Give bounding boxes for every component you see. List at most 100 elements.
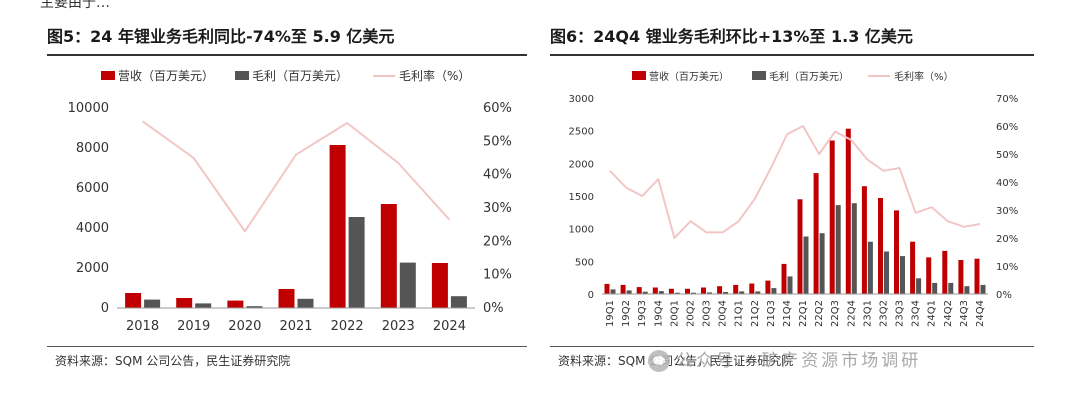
x-tick-label: 24Q2	[943, 300, 954, 327]
gross-margin-line	[142, 120, 451, 233]
revenue-bar	[974, 258, 980, 294]
gross-profit-bar	[851, 203, 857, 294]
chart-panel-right: 图6：24Q4 锂业务毛利环比+13%至 1.3 亿美元 营收（百万美元） 毛利（…	[550, 24, 1034, 380]
revenue-bar	[942, 250, 948, 294]
gross-profit-bar	[195, 303, 212, 308]
top-text-fragment: 主要由于…	[40, 0, 110, 11]
x-tick-label: 24Q1	[927, 300, 938, 327]
y-tick-label: 0	[588, 290, 594, 301]
x-tick-label: 2020	[228, 319, 261, 334]
gross-profit-bar	[610, 289, 616, 294]
y-tick-label: 500	[575, 257, 594, 268]
x-tick-label: 22Q4	[846, 300, 857, 327]
x-tick-label: 20Q4	[718, 300, 729, 327]
y2-tick-label: 60%	[483, 101, 512, 116]
revenue-bar	[227, 300, 244, 308]
y2-tick-label: 20%	[483, 234, 512, 249]
x-tick-label: 22Q3	[830, 300, 841, 327]
revenue-bar	[278, 289, 295, 308]
source-divider	[550, 346, 1034, 347]
revenue-bar	[636, 287, 642, 294]
revenue-bar	[958, 260, 964, 294]
x-tick-label: 22Q2	[814, 300, 825, 327]
y2-tick-label: 0%	[483, 301, 504, 316]
y-tick-label: 0	[101, 301, 109, 316]
revenue-bar	[878, 198, 883, 294]
x-tick-label: 21Q3	[766, 300, 777, 327]
legend-swatch	[235, 71, 249, 80]
gross-profit-bar	[739, 291, 745, 294]
y-tick-label: 2000	[76, 261, 109, 276]
wechat-icon	[648, 350, 670, 372]
source-divider	[47, 346, 527, 347]
gross-profit-bar	[399, 262, 416, 308]
gross-profit-bar	[884, 251, 889, 294]
y-tick-label: 3000	[569, 94, 594, 105]
gross-profit-bar	[450, 296, 467, 308]
x-tick-label: 20Q3	[702, 300, 713, 327]
chart-title: 图5：24 年锂业务毛利同比-74%至 5.9 亿美元	[47, 27, 395, 46]
legend-swatch	[101, 71, 115, 80]
revenue-bar	[701, 287, 706, 294]
y2-tick-label: 50%	[996, 150, 1018, 161]
gross-profit-bar	[723, 292, 729, 294]
x-tick-label: 24Q3	[959, 300, 970, 327]
gross-profit-bar	[803, 236, 809, 294]
y-tick-label: 1000	[569, 225, 594, 236]
gross-profit-bar	[771, 288, 777, 294]
x-tick-label: 19Q2	[621, 300, 632, 327]
legend-label: 毛利（百万美元）	[769, 70, 849, 83]
x-tick-label: 20Q2	[685, 300, 696, 327]
y-tick-label: 8000	[76, 141, 109, 156]
x-tick-label: 23Q2	[878, 300, 889, 327]
gross-profit-bar	[964, 286, 970, 294]
x-tick-label: 19Q4	[653, 300, 664, 327]
gross-profit-bar	[819, 233, 825, 294]
revenue-bar	[926, 257, 932, 294]
legend-label: 营收（百万美元）	[118, 69, 214, 83]
revenue-bar	[845, 128, 851, 294]
revenue-bar	[797, 199, 803, 294]
bar-line-chart: 营收（百万美元） 毛利（百万美元） 毛利率（%） 0 2000 4000 6000 8000 1…	[68, 68, 512, 334]
title-divider	[550, 54, 1034, 56]
bar-line-chart: 营收（百万美元） 毛利（百万美元） 毛利率（%） 0 500 1000 1500 2000 25…	[569, 70, 1019, 327]
revenue-bar	[380, 204, 397, 308]
y2-tick-label: 0%	[996, 290, 1012, 301]
legend-swatch	[752, 71, 766, 80]
revenue-bar	[604, 283, 610, 294]
y-tick-label: 2500	[569, 127, 594, 138]
revenue-bar	[813, 173, 819, 294]
y-tick-label: 10000	[68, 101, 109, 116]
x-tick-label: 2021	[279, 319, 312, 334]
x-tick-label: 20Q1	[669, 300, 680, 327]
revenue-bar	[717, 286, 723, 294]
revenue-bar	[861, 186, 867, 294]
gross-profit-bar	[348, 217, 365, 308]
revenue-bar	[668, 288, 674, 294]
y2-tick-label: 40%	[996, 178, 1018, 189]
chart-panel-left: 图5：24 年锂业务毛利同比-74%至 5.9 亿美元 营收（百万美元） 毛利（百…	[47, 24, 527, 380]
revenue-bar	[685, 288, 690, 294]
y2-tick-label: 70%	[996, 94, 1018, 105]
x-tick-label: 2024	[433, 319, 466, 334]
revenue-bar	[749, 283, 755, 294]
revenue-bar	[733, 284, 739, 294]
source-note: 资料来源：SQM 公司公告，民生证券研究院	[558, 354, 794, 368]
watermark: 公众号 · 矿产资源市场调研	[648, 346, 921, 372]
gross-profit-bar	[932, 282, 938, 294]
x-tick-label: 22Q1	[798, 300, 809, 327]
revenue-bar	[431, 263, 448, 308]
gross-profit-bar	[144, 299, 161, 308]
y2-tick-label: 30%	[483, 201, 512, 216]
y2-tick-label: 30%	[996, 206, 1018, 217]
x-tick-label: 19Q1	[605, 300, 616, 327]
legend-label: 营收（百万美元）	[649, 70, 729, 83]
legend-label: 毛利（百万美元）	[252, 69, 348, 83]
revenue-bar	[781, 263, 787, 294]
y2-tick-label: 20%	[996, 234, 1018, 245]
gross-margin-line	[609, 125, 981, 239]
revenue-bar	[125, 293, 142, 308]
legend-label: 毛利率（%）	[894, 70, 954, 83]
gross-profit-bar	[980, 284, 986, 294]
chart-title: 图6：24Q4 锂业务毛利环比+13%至 1.3 亿美元	[550, 27, 913, 46]
